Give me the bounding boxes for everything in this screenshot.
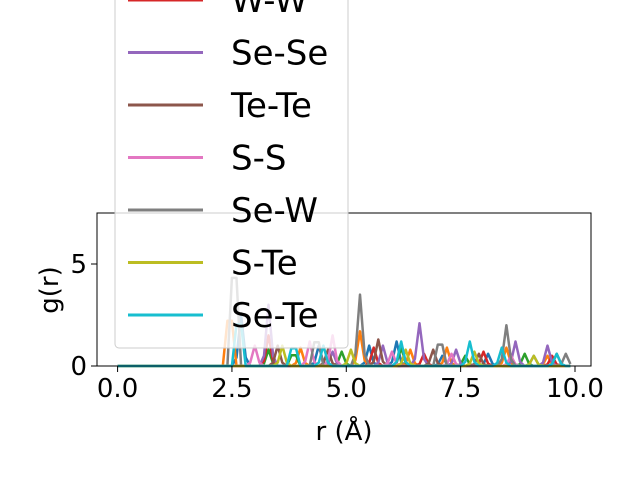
y-tick-label: 0 <box>70 352 87 382</box>
y-axis-ticks: 05 <box>70 250 97 382</box>
legend-label-s-s: S-S <box>231 139 286 179</box>
x-axis-ticks: 0.0 2.5 5.0 7.5 10.0 <box>97 366 604 404</box>
legend-box <box>114 0 349 349</box>
x-tick-label: 5.0 <box>326 374 367 404</box>
legend: W-W Se-Se Te-Te S-S Se-W S-Te Se-Te <box>114 0 349 349</box>
x-tick-label: 7.5 <box>440 374 481 404</box>
legend-label-se-w: Se-W <box>231 191 318 231</box>
x-tick-label: 2.5 <box>211 374 252 404</box>
x-tick-label: 0.0 <box>97 374 138 404</box>
x-tick-label: 10.0 <box>546 374 604 404</box>
legend-label-te-te: Te-Te <box>230 86 312 126</box>
y-axis-label: g(r) <box>35 266 65 313</box>
legend-items: W-W Se-Se Te-Te S-S Se-W S-Te Se-Te <box>128 0 328 336</box>
y-tick-label: 5 <box>70 250 87 280</box>
legend-label-s-te: S-Te <box>231 244 298 284</box>
legend-label-se-te: Se-Te <box>231 296 319 336</box>
legend-label-se-se: Se-Se <box>231 34 328 74</box>
x-axis-label: r (Å) <box>315 415 372 447</box>
legend-label-w-w: W-W <box>231 0 308 21</box>
